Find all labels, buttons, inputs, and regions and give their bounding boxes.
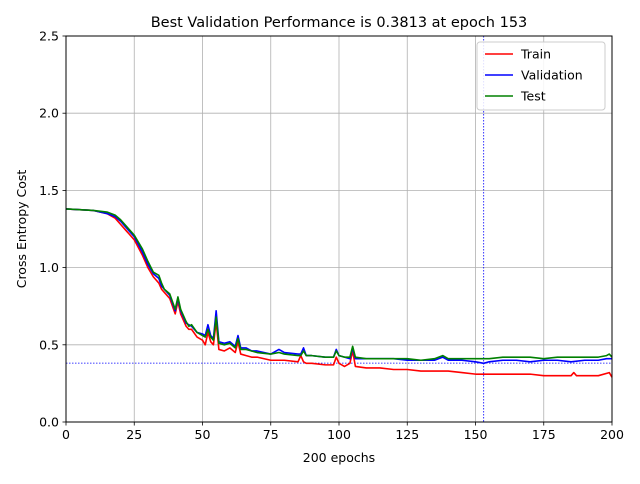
y-tick-label: 1.5 [39,183,59,198]
series-lines [65,208,613,378]
legend-label: Test [520,89,546,104]
x-tick-label: 200 [600,427,624,442]
legend-box [476,41,606,111]
y-tick-label: 2.5 [39,29,59,44]
series-line-test [65,208,613,362]
y-axis-ticks: 0.0 0.5 1.0 1.5 2.0 2.5 [39,29,66,430]
x-tick-label: 0 [62,427,70,442]
x-tick-label: 150 [464,427,488,442]
x-axis-ticks: 0 25 50 75 100 125 150 175 200 [62,422,624,442]
x-axis-label: 200 epochs [303,450,375,465]
x-tick-label: 175 [532,427,556,442]
x-tick-label: 50 [195,427,211,442]
legend: Train Validation Test [476,41,606,111]
y-tick-label: 0.5 [39,337,59,352]
y-tick-label: 1.0 [39,260,59,275]
x-tick-label: 100 [327,427,351,442]
x-tick-label: 125 [395,427,419,442]
y-tick-label: 0.0 [39,415,59,430]
y-tick-label: 2.0 [39,106,59,121]
series-line-train [65,208,613,378]
legend-label: Validation [521,68,583,83]
x-tick-label: 25 [126,427,142,442]
x-tick-label: 75 [263,427,279,442]
legend-label: Train [520,47,551,62]
chart-title: Best Validation Performance is 0.3813 at… [151,15,528,31]
y-axis-label: Cross Entropy Cost [14,170,29,289]
